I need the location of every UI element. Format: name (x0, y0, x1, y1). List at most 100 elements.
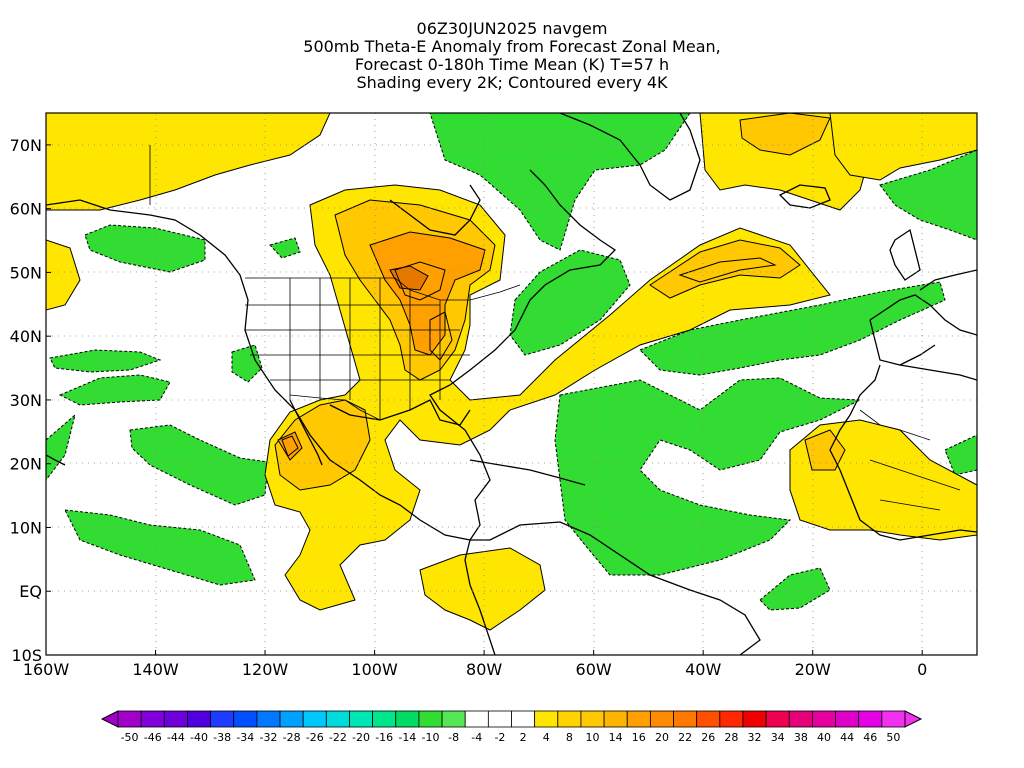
colorbar-swatch (140, 710, 165, 728)
lon-tick-label: 100W (351, 660, 398, 679)
colorbar-swatch (279, 710, 304, 728)
colorbar-swatch (858, 710, 883, 728)
colorbar-swatch (812, 710, 836, 728)
colorbar-swatch (487, 710, 512, 728)
lat-tick-label: 50N (10, 263, 42, 282)
coast-north-america-west (46, 199, 471, 541)
colorbar-swatch (534, 710, 559, 728)
contour-4 (429, 311, 453, 361)
border-africa-states (859, 409, 961, 511)
coast-hudson-bay (389, 184, 481, 236)
coast-south-america (470, 521, 761, 655)
yellow-region-south-america (419, 547, 546, 631)
colorbar-swatch (673, 710, 698, 728)
colorbar-label: -22 (329, 731, 347, 744)
border-us-states-v (289, 278, 441, 420)
yellow-region-alaska (46, 113, 331, 211)
colorbar-label: 28 (724, 731, 738, 744)
coast-iceland (778, 184, 831, 209)
contour-2 (281, 435, 299, 457)
colorbar-label: 4 (543, 731, 550, 744)
colorbar-swatch (742, 710, 767, 728)
colorbar-label: -34 (236, 731, 254, 744)
colorbar-label: 14 (609, 731, 623, 744)
green-region-pacific-2 (58, 374, 171, 406)
colorbar-swatch (649, 710, 674, 728)
coast-kamchatka (46, 454, 66, 466)
colorbar-label: 10 (586, 731, 600, 744)
colorbar-swatch (302, 710, 327, 728)
negative-anomaly-regions (46, 113, 977, 611)
lon-tick-label: 40W (685, 660, 721, 679)
green-region-pacific-1 (49, 349, 162, 373)
border-us-mexico (289, 394, 381, 421)
colorbar-label: -46 (144, 731, 162, 744)
green-region-europe-north (879, 149, 977, 241)
colorbar-label: -32 (259, 731, 277, 744)
gold-region-atlantic-band (649, 239, 801, 299)
borders (149, 145, 961, 511)
lon-tick-label: 160W (23, 660, 70, 679)
green-region-new-england (509, 249, 631, 356)
colorbar-label: -28 (283, 731, 301, 744)
colorbar-label: -4 (471, 731, 482, 744)
green-region-pacific-5 (46, 413, 76, 481)
colorbar-swatch (557, 710, 582, 728)
colorbar-label: -10 (422, 731, 440, 744)
coast-north-america-east (429, 169, 617, 541)
gold-region-north-atlantic (739, 113, 831, 156)
colorbar-swatch (256, 710, 281, 728)
colorbar-label: -26 (306, 731, 324, 744)
grid-lines (46, 113, 977, 655)
colorbar-swatch (325, 710, 350, 728)
coast-africa-med (899, 364, 977, 381)
colorbar-label: -38 (213, 731, 231, 744)
lon-tick-label: 120W (242, 660, 289, 679)
gold-region-mexico (274, 399, 371, 491)
coast-gulf-mexico (329, 399, 471, 426)
orange-region-great-lakes (369, 231, 486, 356)
yellow-region-arctic-east (829, 113, 977, 181)
longitude-labels: 160W 140W 120W 100W 80W 60W 40W 20W 0 (23, 650, 927, 679)
colorbar-label: 2 (520, 731, 527, 744)
contour-1 (394, 261, 446, 301)
lat-tick-label: 70N (10, 136, 42, 155)
yellow-region-west-pacific (46, 239, 81, 311)
colorbar-swatch (603, 710, 628, 728)
colorbar-swatch (349, 710, 374, 728)
colorbar-label: 38 (794, 731, 808, 744)
lat-tick-label: 20N (10, 455, 42, 474)
colorbar-label: 32 (748, 731, 762, 744)
colorbar-swatch (372, 710, 397, 728)
colorbar-swatch (788, 710, 813, 728)
lat-tick-label: 40N (10, 327, 42, 346)
strong-positive-regions (274, 113, 846, 491)
colorbar-label: 44 (840, 731, 854, 744)
colorbar-label: -8 (448, 731, 459, 744)
colorbar-label: -16 (375, 731, 393, 744)
lat-tick-label: 10N (10, 518, 42, 537)
green-region-pacific-3 (129, 424, 269, 506)
colorbar-label: -40 (190, 731, 208, 744)
colorbar-swatch (441, 710, 466, 728)
title-line-3: Forecast 0-180h Time Mean (K) T=57 h (354, 55, 670, 74)
colorbar-label: 8 (566, 731, 573, 744)
lon-tick-label: 0 (917, 660, 927, 679)
green-region-pac-northwest (84, 224, 206, 273)
green-region-west-coast (231, 344, 263, 383)
colorbar-swatch (580, 710, 605, 728)
colorbar-label: 46 (863, 731, 877, 744)
contour-lines (281, 257, 777, 457)
coast-europe (869, 269, 977, 336)
colorbar-swatch (163, 710, 188, 728)
coast-baja (289, 399, 323, 466)
colorbar-swatch (418, 710, 443, 728)
lon-tick-label: 60W (576, 660, 612, 679)
colorbar-label: 40 (817, 731, 831, 744)
green-region-africa-west (944, 434, 977, 476)
colorbar-swatch (210, 710, 235, 728)
lat-tick-label: 60N (10, 200, 42, 219)
border-us-states-h (245, 304, 470, 381)
contour-3 (678, 257, 777, 283)
